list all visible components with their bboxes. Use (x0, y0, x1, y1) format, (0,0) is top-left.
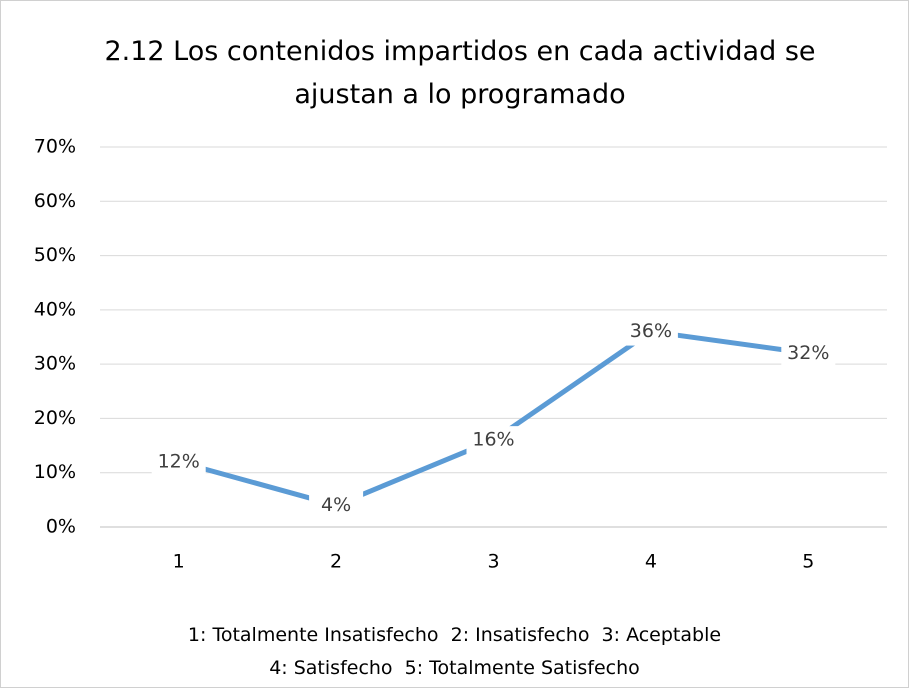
data-label-bg (309, 491, 364, 520)
data-label-bg (466, 426, 521, 455)
y-tick-label: 40% (34, 298, 76, 320)
legend-note: 1: Totalmente Insatisfecho 2: Insatisfec… (187, 624, 722, 646)
data-label: 12% (158, 450, 200, 472)
chart-title: 2.12 Los contenidos impartidos en cada a… (104, 36, 816, 110)
x-tick-label: 3 (487, 551, 499, 573)
x-tick-label: 5 (802, 551, 814, 573)
y-tick-label: 50% (34, 244, 76, 266)
x-tick-label: 2 (330, 551, 342, 573)
y-tick-label: 20% (34, 407, 76, 429)
y-tick-label: 70% (34, 136, 76, 158)
data-label-bg (781, 339, 836, 368)
data-label: 16% (472, 429, 514, 451)
data-label-bg (623, 317, 678, 346)
y-tick-label: 30% (34, 353, 76, 375)
y-tick-label: 60% (34, 190, 76, 212)
data-label: 4% (321, 494, 351, 516)
data-label-bg (151, 447, 206, 476)
y-tick-label: 10% (34, 461, 76, 483)
data-label: 32% (787, 342, 829, 364)
x-tick-label: 1 (173, 551, 185, 573)
y-tick-label: 0% (46, 516, 76, 538)
data-label: 36% (630, 320, 672, 342)
x-tick-label: 4 (645, 551, 657, 573)
legend-note: 4: Satisfecho 5: Totalmente Satisfecho (269, 657, 640, 679)
